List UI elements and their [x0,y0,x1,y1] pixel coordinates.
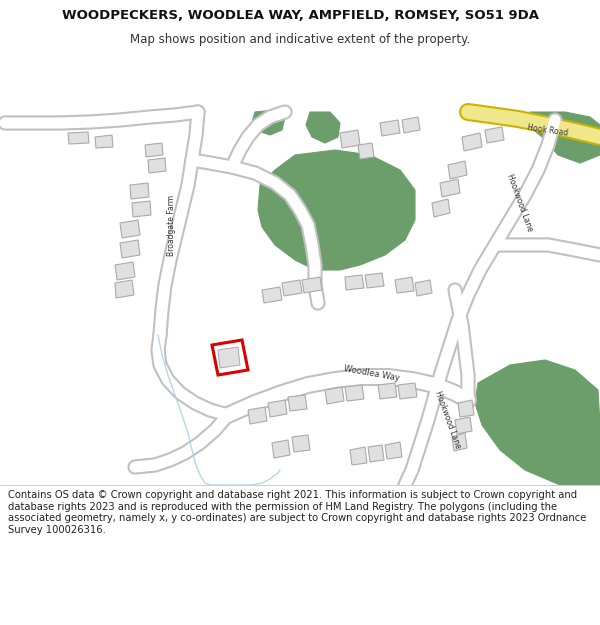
Polygon shape [302,277,322,293]
Polygon shape [358,143,374,159]
Polygon shape [440,179,460,197]
Polygon shape [115,262,135,280]
Text: Hook Road: Hook Road [527,122,569,138]
Polygon shape [345,385,364,401]
Polygon shape [415,280,432,296]
Polygon shape [462,133,482,151]
Polygon shape [448,161,467,179]
Text: Woodlea Way: Woodlea Way [343,364,401,382]
Polygon shape [350,447,367,465]
Polygon shape [130,183,149,199]
Polygon shape [268,400,287,417]
Polygon shape [368,445,384,462]
Text: Hookwood Lane: Hookwood Lane [433,390,463,450]
Polygon shape [248,407,267,424]
Polygon shape [385,442,402,459]
Polygon shape [218,347,240,368]
Polygon shape [398,383,417,399]
Polygon shape [452,433,467,451]
Polygon shape [115,280,134,298]
Polygon shape [282,280,302,296]
Text: Contains OS data © Crown copyright and database right 2021. This information is : Contains OS data © Crown copyright and d… [8,490,586,535]
Polygon shape [345,275,364,290]
Polygon shape [380,120,400,136]
Text: WOODPECKERS, WOODLEA WAY, AMPFIELD, ROMSEY, SO51 9DA: WOODPECKERS, WOODLEA WAY, AMPFIELD, ROMS… [62,9,539,22]
Polygon shape [432,199,450,217]
Polygon shape [288,395,307,411]
Polygon shape [475,360,600,485]
Polygon shape [402,117,420,133]
Polygon shape [95,135,113,148]
Polygon shape [395,277,414,293]
Polygon shape [485,127,504,143]
Polygon shape [272,440,290,458]
Polygon shape [132,201,151,217]
Polygon shape [378,383,397,399]
Polygon shape [528,112,600,163]
Polygon shape [458,400,474,417]
Polygon shape [292,435,310,452]
Text: Hookwood Lane: Hookwood Lane [505,173,535,233]
Polygon shape [252,110,285,135]
Polygon shape [258,150,415,270]
Polygon shape [120,220,140,238]
Polygon shape [120,240,140,258]
Polygon shape [68,132,89,144]
Polygon shape [455,417,472,434]
Text: Map shows position and indicative extent of the property.: Map shows position and indicative extent… [130,33,470,46]
Polygon shape [365,273,384,288]
Polygon shape [306,112,340,143]
Polygon shape [145,143,163,157]
Polygon shape [325,387,344,404]
Polygon shape [340,130,360,148]
Polygon shape [262,287,282,303]
Polygon shape [148,158,166,173]
Text: Broadgate Farm: Broadgate Farm [167,194,176,256]
